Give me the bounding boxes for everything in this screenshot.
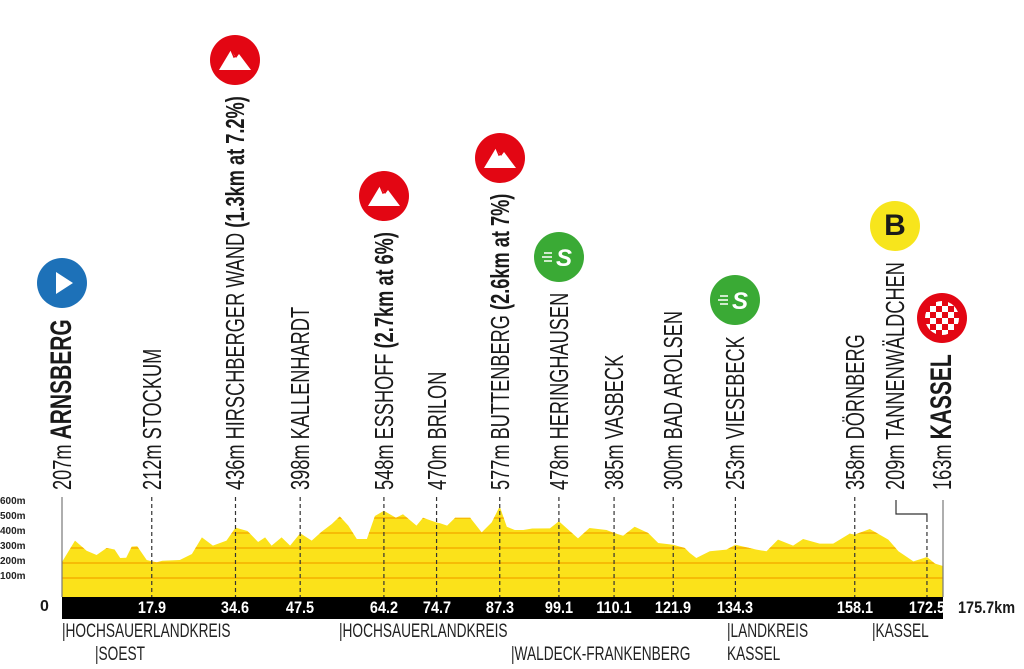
km-label: 99.1	[544, 598, 573, 617]
waypoint-altitude: 207m	[47, 439, 77, 490]
km-label: 47.5	[286, 598, 315, 617]
region-label: |HOCHSAUERLANDKREIS	[338, 621, 508, 642]
km-label: 172.5	[908, 598, 946, 617]
waypoint-label: 212m STOCKUM	[136, 348, 167, 490]
climb-detail: (2.6km at 7%)	[484, 193, 515, 316]
waypoint-altitude: 212m	[136, 439, 167, 490]
waypoint-label: 207m ARNSBERG	[45, 319, 78, 490]
waypoint-altitude: 358m	[839, 439, 870, 490]
region-label: |KASSEL	[872, 621, 930, 642]
waypoint-label: 163m KASSEL	[925, 354, 958, 490]
waypoint-altitude: 385m	[599, 439, 630, 490]
bonus-icon: B	[870, 201, 920, 252]
x-end-label: 175.7km	[958, 598, 1016, 617]
waypoint-label: 300m BAD AROLSEN	[658, 310, 689, 490]
y-tick-label: 200m	[0, 556, 26, 567]
sprint-icon: S	[710, 275, 761, 326]
km-label: 34.6	[221, 598, 250, 617]
km-label: 64.2	[369, 598, 398, 617]
waypoint-label: 548m ESSHOFF (2.7km at 6%)	[368, 232, 399, 490]
mountain-icon	[474, 132, 525, 183]
waypoint-label: 398m KALLENHARDT	[285, 306, 316, 490]
waypoint-altitude: 470m	[421, 439, 452, 490]
waypoint-altitude: 300m	[658, 439, 689, 490]
y-tick-label: 400m	[0, 526, 26, 537]
waypoint-name: VASBECK	[599, 354, 630, 440]
region-label: |WALDECK-FRANKENBERG	[510, 644, 691, 665]
waypoint-name: BUTTENBERG	[484, 315, 515, 440]
waypoint-label: 253m VIESEBECK	[720, 336, 751, 490]
y-tick-label: 500m	[0, 511, 26, 522]
x-start-label: 0	[40, 598, 49, 615]
finish-icon	[917, 293, 967, 344]
y-tick-label: 600m	[0, 496, 26, 507]
km-label: 87.3	[485, 598, 514, 617]
waypoint-altitude: 398m	[285, 439, 316, 490]
waypoint-name: DÖRNBERG	[839, 334, 870, 440]
waypoint-altitude: 209m	[880, 439, 910, 490]
waypoint-name: STOCKUM	[136, 348, 167, 440]
waypoint-label: 470m BRILON	[421, 371, 452, 490]
waypoint-name: BRILON	[421, 371, 452, 440]
waypoint-altitude: 163m	[927, 439, 957, 490]
waypoint-label: 577m BUTTENBERG (2.6km at 7%)	[484, 193, 515, 490]
waypoint-altitude: 436m	[220, 439, 251, 490]
waypoint-name: ESSHOFF	[368, 353, 399, 440]
km-label: 134.3	[717, 598, 754, 617]
start-icon	[37, 258, 87, 309]
svg-text:S: S	[556, 245, 572, 269]
waypoint-name: ARNSBERG	[45, 319, 78, 440]
bonus-connector-line	[895, 500, 928, 518]
km-label: 17.9	[137, 598, 166, 617]
region-label: |LANDKREIS	[726, 621, 808, 642]
distance-bar	[62, 597, 943, 619]
waypoint-altitude: 577m	[484, 439, 515, 490]
waypoint-name: TANNENWÄLDCHEN	[880, 262, 910, 440]
waypoint-label: 478m HERINGHAUSEN	[543, 292, 574, 490]
waypoint-label: 209m TANNENWÄLDCHEN	[880, 262, 910, 490]
waypoint-name: KALLENHARDT	[285, 306, 316, 440]
km-label: 121.9	[655, 598, 692, 617]
waypoint-altitude: 478m	[543, 439, 574, 490]
waypoint-altitude: 253m	[720, 439, 751, 490]
y-tick-label: 100m	[0, 571, 26, 582]
waypoint-altitude: 548m	[368, 439, 399, 490]
climb-detail: (1.3km at 7.2%)	[220, 96, 251, 233]
waypoint-name: HIRSCHBERGER WAND	[220, 232, 251, 440]
sprint-icon: S	[533, 231, 584, 282]
waypoint-label: 436m HIRSCHBERGER WAND (1.3km at 7.2%)	[220, 96, 251, 490]
km-label: 74.7	[422, 598, 451, 617]
y-tick-label: 300m	[0, 541, 26, 552]
mountain-icon	[358, 171, 409, 222]
waypoint-name: HERINGHAUSEN	[543, 292, 574, 440]
km-label: 158.1	[836, 598, 873, 617]
region-label: |HOCHSAUERLANDKREIS	[62, 621, 231, 642]
waypoint-label: 358m DÖRNBERG	[839, 334, 870, 490]
waypoint-name: VIESEBECK	[720, 336, 751, 440]
region-label: |SOEST	[94, 644, 145, 665]
climb-detail: (2.7km at 6%)	[368, 232, 399, 354]
waypoint-name: KASSEL	[925, 354, 958, 440]
waypoint-label: 385m VASBECK	[599, 354, 630, 490]
km-label: 110.1	[596, 598, 632, 617]
region-label: KASSEL	[726, 644, 781, 665]
svg-text:S: S	[732, 288, 748, 312]
profile-area	[62, 506, 943, 597]
waypoint-name: BAD AROLSEN	[658, 310, 689, 440]
mountain-icon	[210, 35, 261, 86]
